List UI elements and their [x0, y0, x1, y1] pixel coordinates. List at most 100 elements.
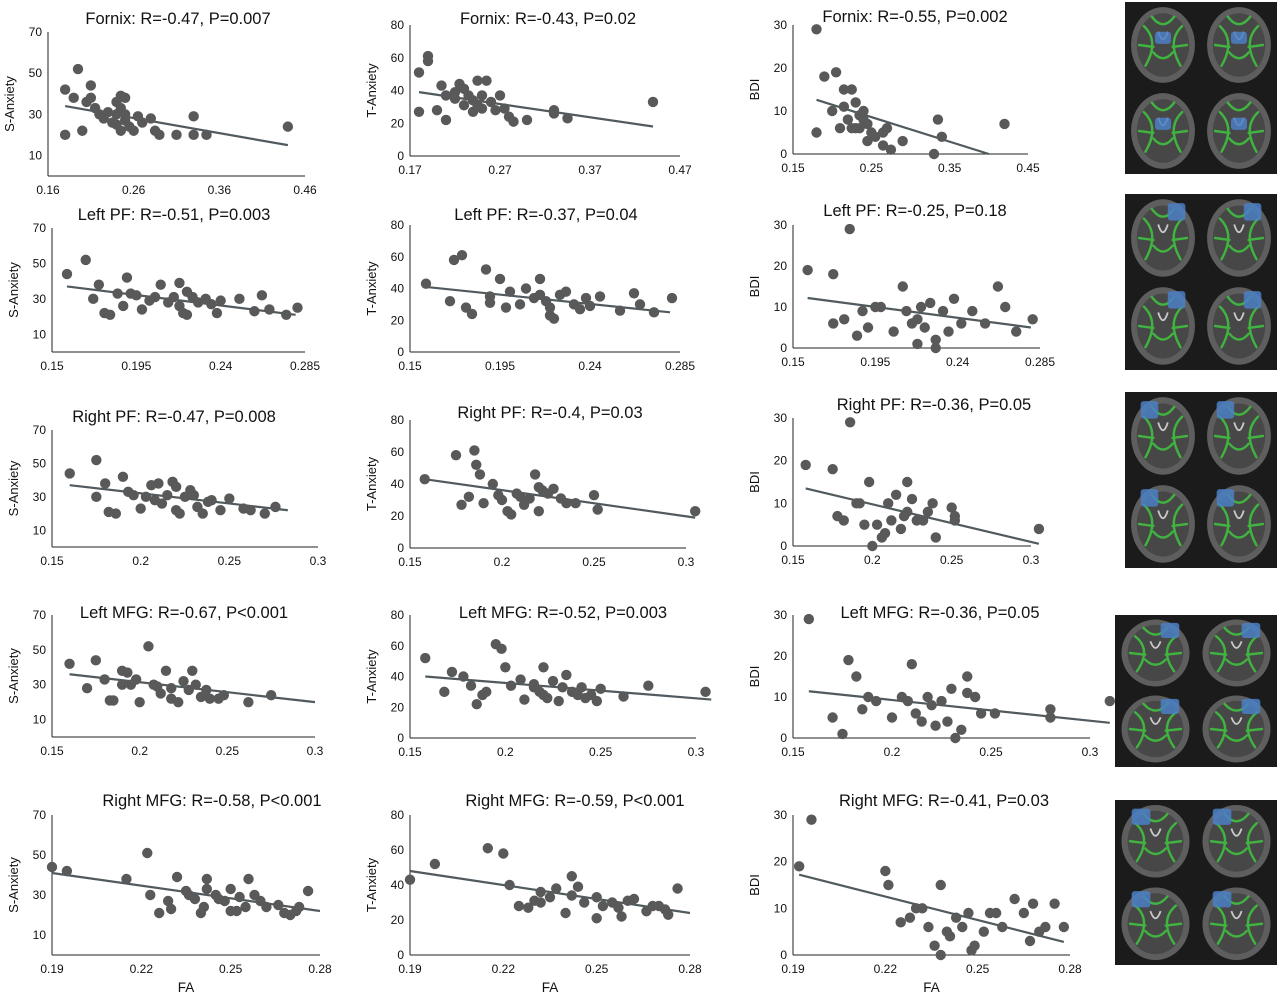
y-tick-label: 40: [391, 670, 405, 684]
y-tick-label: 40: [391, 84, 405, 98]
data-point: [458, 100, 470, 111]
data-point: [885, 144, 897, 155]
data-point: [449, 86, 461, 98]
data-point: [942, 716, 953, 727]
data-point: [413, 106, 425, 117]
x-tick-label: 0.3: [688, 745, 705, 759]
data-point: [64, 658, 75, 669]
data-point: [469, 445, 480, 456]
white-matter-tracts: [1209, 812, 1264, 863]
data-point: [46, 861, 58, 873]
y-axis-label: S-Anxiety: [6, 648, 21, 704]
data-point: [504, 879, 515, 891]
data-point: [943, 326, 954, 337]
data-point: [915, 301, 927, 313]
data-point: [858, 105, 869, 117]
x-tick-label: 0.3: [678, 555, 695, 569]
trend-line: [808, 690, 1110, 724]
y-tick-label: 40: [391, 477, 405, 491]
data-point: [145, 889, 156, 901]
x-tick-label: 0.2: [131, 744, 148, 758]
white-matter-tracts: [1137, 295, 1189, 349]
data-point: [149, 291, 161, 303]
y-tick-label: 0: [780, 539, 787, 553]
data-point: [465, 680, 477, 691]
data-point: [204, 693, 215, 704]
y-axis-label: BDI: [747, 471, 762, 493]
data-point: [1009, 893, 1020, 905]
x-tick-label: 0.24: [209, 359, 233, 373]
data-point: [901, 305, 912, 317]
chart-title: Right MFG: R=-0.41, P=0.03: [839, 792, 1049, 810]
data-point: [999, 118, 1010, 130]
data-point: [819, 71, 830, 82]
y-tick-label: 30: [33, 292, 47, 306]
data-point: [515, 674, 526, 685]
data-point: [439, 686, 450, 698]
data-point: [494, 273, 506, 285]
right-mfg-region-brain-slices: [1115, 800, 1277, 965]
data-point: [115, 125, 127, 136]
data-point: [922, 506, 934, 518]
x-tick-label: 0.19: [781, 962, 805, 976]
data-point: [171, 129, 182, 141]
roi-highlight: [1231, 31, 1247, 44]
fornix-region-brain-slices: [1125, 2, 1277, 174]
data-point: [487, 478, 498, 490]
data-point: [413, 67, 425, 78]
data-point: [1045, 712, 1056, 723]
data-point: [963, 907, 974, 919]
data-point: [843, 654, 854, 666]
data-point: [895, 523, 907, 535]
data-point: [828, 269, 839, 280]
data-point: [944, 931, 956, 942]
data-point: [59, 129, 71, 141]
y-tick-label: 60: [391, 843, 405, 857]
scatter-plot-3: Fornix: R=-0.55, P=0.002 0.15 0.25 0.35 0.45…: [747, 8, 1040, 175]
data-point: [206, 495, 217, 506]
roi-highlight: [1212, 891, 1232, 908]
data-point: [618, 691, 629, 702]
data-point: [500, 662, 511, 673]
data-point: [256, 290, 268, 301]
white-matter-tracts: [1137, 15, 1189, 68]
x-tick-label: 0.195: [860, 355, 890, 369]
roi-highlight: [1241, 622, 1261, 638]
data-point: [904, 912, 916, 923]
data-point: [201, 873, 213, 885]
scatter-plot-7: Right PF: R=-0.47, P=0.008 0.15 0.2 0.25 0.3…: [6, 408, 327, 568]
data-point: [128, 489, 139, 501]
data-point: [897, 135, 908, 147]
y-tick-label: 30: [774, 218, 788, 232]
scatter-plot-12: Left MFG: R=-0.36, P=0.05 0.15 0.2 0.25 0.3 0…: [747, 604, 1116, 759]
data-point: [844, 417, 856, 428]
data-point: [188, 129, 199, 141]
x-tick-label: 0.2: [497, 745, 514, 759]
roi-highlight: [1131, 808, 1151, 825]
data-point: [153, 478, 164, 489]
y-tick-label: 30: [774, 18, 788, 32]
x-tick-label: 0.2: [864, 553, 881, 567]
x-tick-label: 0.15: [40, 554, 64, 568]
data-point: [211, 307, 223, 319]
data-point: [881, 123, 893, 134]
data-point: [520, 283, 532, 294]
data-point: [912, 338, 923, 350]
chart-title: Right PF: R=-0.47, P=0.008: [72, 408, 276, 426]
data-point: [448, 254, 460, 266]
data-point: [1000, 301, 1011, 313]
scatter-plot-9: Right PF: R=-0.36, P=0.05 0.15 0.2 0.25 0.3 0…: [747, 396, 1045, 567]
y-tick-label: 50: [29, 66, 43, 80]
data-point: [888, 326, 899, 337]
data-point: [851, 330, 863, 341]
x-tick-label: 0.25: [219, 962, 243, 976]
x-tick-label: 0.25: [582, 555, 606, 569]
white-matter-tracts: [1128, 626, 1183, 673]
x-tick-label: 0.28: [308, 962, 332, 976]
data-point: [93, 279, 105, 290]
data-point: [523, 902, 534, 913]
y-tick-label: 10: [774, 690, 788, 704]
data-point: [1033, 523, 1045, 535]
x-tick-label: 0.28: [1058, 962, 1082, 976]
data-point: [930, 720, 941, 731]
